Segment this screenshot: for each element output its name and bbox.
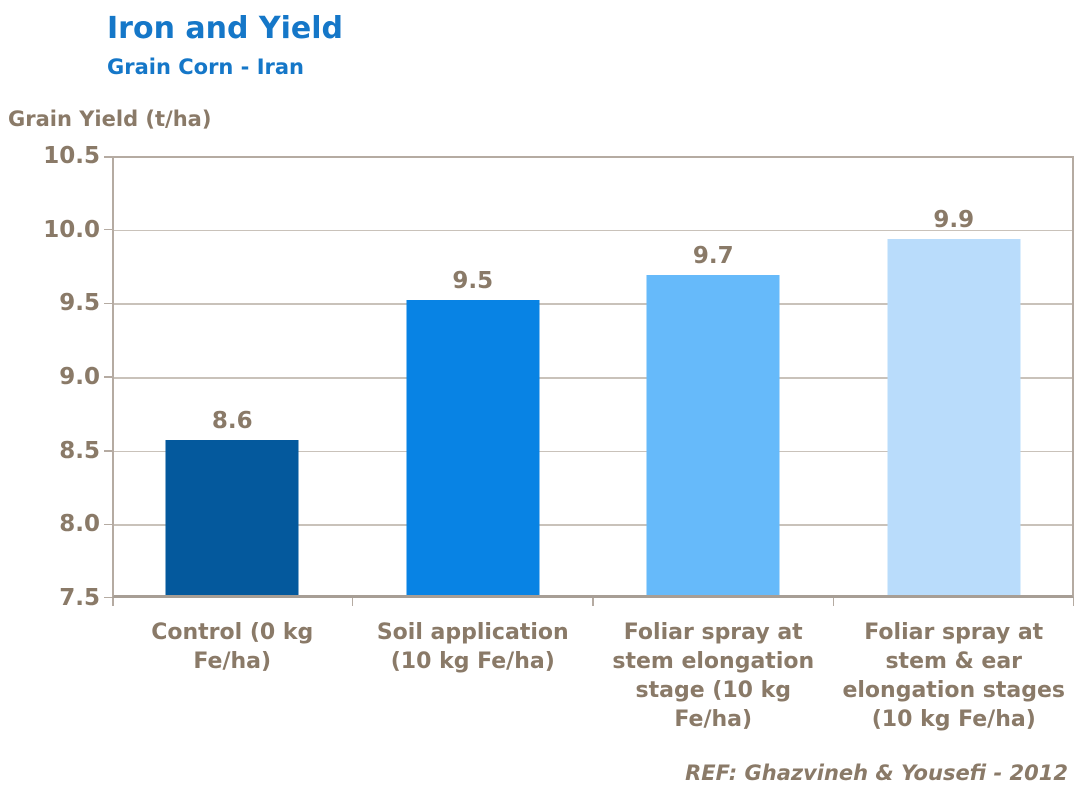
x-category-label: Foliar spray at stem elongation stage (1… (612, 620, 815, 732)
gridline (114, 377, 1072, 379)
x-tick-mark (351, 598, 353, 606)
bar-value-label: 9.9 (933, 206, 975, 233)
y-axis-tick-marks (104, 156, 112, 598)
y-tick-mark (104, 156, 112, 158)
x-axis-tick-marks (112, 598, 1074, 606)
bar-group-soil-application: 9.5 (353, 156, 594, 598)
bar-control (165, 440, 299, 598)
chart-title: Iron and Yield (107, 11, 344, 46)
gridline (114, 450, 1072, 453)
bar-group-foliar-stem: 9.7 (593, 156, 834, 598)
chart-subtitle: Grain Corn - Iran (107, 55, 304, 79)
x-category-label: Foliar spray at stem & ear elongation st… (842, 620, 1066, 732)
x-category-label: Control (0 kg Fe/ha) (151, 620, 314, 674)
reference-note: REF: Ghazvineh & Yousefi - 2012 (685, 761, 1068, 785)
gridline (114, 524, 1072, 526)
y-tick-label: 10.0 (43, 216, 100, 243)
y-tick-mark (104, 596, 112, 598)
x-axis-category-labels: Control (0 kg Fe/ha) Soil application (1… (112, 618, 1074, 734)
plot-area: 8.6 9.5 9.7 9.9 (112, 156, 1074, 598)
x-tick-mark (1072, 598, 1074, 606)
y-tick-mark (104, 523, 112, 526)
bar-group-foliar-stem-ear: 9.9 (834, 156, 1075, 598)
gridline (114, 229, 1072, 232)
bar-foliar-stem-ear (887, 238, 1021, 598)
y-tick-label: 9.0 (59, 363, 100, 390)
y-tick-label: 10.5 (43, 143, 100, 169)
bar-value-label: 9.7 (692, 243, 734, 270)
y-tick-label: 8.0 (59, 511, 100, 538)
bar-group-control: 8.6 (112, 156, 353, 598)
x-tick-mark (832, 598, 834, 606)
x-category-label: Soil application (10 kg Fe/ha) (376, 620, 569, 674)
bar-value-label: 9.5 (452, 268, 494, 295)
y-tick-mark (104, 450, 112, 452)
bar-soil-application (406, 300, 540, 598)
x-tick-mark (592, 598, 594, 606)
bar-foliar-stem (646, 275, 780, 598)
y-tick-mark (104, 228, 112, 231)
y-tick-label: 8.5 (59, 437, 100, 464)
y-tick-label: 7.5 (59, 584, 100, 611)
y-tick-label: 9.5 (59, 290, 100, 317)
y-tick-mark (104, 302, 112, 305)
x-tick-mark (112, 598, 114, 606)
bar-value-label: 8.6 (211, 408, 253, 435)
y-axis-title: Grain Yield (t/ha) (8, 107, 212, 131)
y-tick-mark (104, 376, 112, 378)
gridline (114, 303, 1072, 305)
y-axis-tick-labels: 10.5 10.0 9.5 9.0 8.5 8.0 7.5 (0, 143, 100, 611)
